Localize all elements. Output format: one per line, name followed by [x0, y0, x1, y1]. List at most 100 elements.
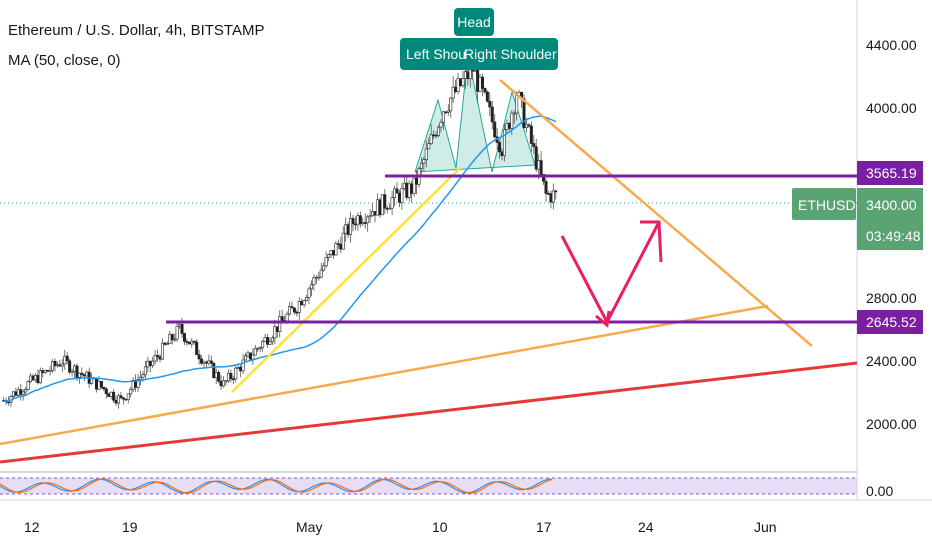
- candle-body: [507, 123, 511, 129]
- x-tick-24: 24: [638, 519, 654, 535]
- candle-body: [383, 194, 387, 209]
- candle-body: [400, 188, 404, 203]
- candle-body: [480, 76, 484, 89]
- candle-body: [200, 358, 204, 364]
- right-shoulder-label: Right Shoulder: [464, 46, 557, 62]
- candle-body: [419, 162, 423, 169]
- candle-body: [246, 352, 250, 357]
- candle-body: [173, 338, 177, 341]
- y-tick-2800: 2800.00: [866, 290, 917, 306]
- candle-body: [371, 211, 375, 217]
- candle-body: [395, 188, 399, 194]
- candle-body: [344, 224, 348, 234]
- candle-body: [432, 134, 436, 137]
- candle-body: [160, 342, 164, 360]
- candle-body: [185, 341, 189, 343]
- shoulder-labels: Left Shou Right Shoulder: [400, 38, 558, 70]
- candle-body: [422, 159, 426, 164]
- head-label: Head: [454, 8, 494, 36]
- candle-body: [554, 190, 558, 193]
- candle-body: [346, 224, 350, 235]
- candle-body: [505, 123, 509, 131]
- y-tick-2400: 2400.00: [866, 353, 917, 369]
- oscillator-zero-label: 0.00: [866, 483, 893, 499]
- candle-body: [327, 254, 331, 258]
- candle-body: [168, 334, 172, 344]
- candle-body: [14, 391, 18, 396]
- trendline-yellow[interactable]: [231, 167, 461, 393]
- chart-title: Ethereum / U.S. Dollar, 4h, BITSTAMP: [8, 22, 265, 39]
- candle-body: [363, 222, 367, 224]
- candle-body: [224, 380, 228, 383]
- candle-body: [97, 380, 101, 390]
- candle-body: [458, 78, 462, 86]
- price-axis: 4400.00 4000.00 2800.00 2400.00 2000.00: [856, 0, 917, 500]
- trendline-orange-descending[interactable]: [499, 79, 813, 347]
- candle-body: [109, 391, 113, 397]
- candle-body: [212, 362, 216, 379]
- candle-body: [73, 365, 77, 372]
- candle-body: [358, 215, 362, 225]
- oscillator-line-2: [0, 478, 553, 494]
- candle-body: [158, 356, 162, 360]
- candle-body: [95, 377, 99, 390]
- candle-body: [512, 112, 516, 115]
- candle-body: [390, 197, 394, 209]
- candle-body: [312, 277, 316, 285]
- candle-body: [207, 360, 211, 364]
- candle-body: [305, 297, 309, 301]
- level-badge-3565: 3565.19: [857, 161, 923, 185]
- candle-body: [148, 360, 152, 366]
- candle-body: [339, 243, 343, 250]
- candle-body: [331, 250, 335, 256]
- candle-body: [209, 360, 213, 364]
- candle-body: [126, 393, 130, 400]
- candle-body: [141, 374, 145, 378]
- candle-body: [368, 215, 372, 218]
- trendline-red[interactable]: [0, 361, 858, 464]
- candle-body: [26, 381, 30, 390]
- study-legend: MA (50, close, 0): [8, 52, 121, 69]
- candle-body: [510, 112, 514, 129]
- candle-body: [356, 215, 360, 226]
- current-price-value: 3400.00: [866, 197, 917, 213]
- candle-body: [124, 398, 128, 401]
- candle-body: [192, 340, 196, 343]
- candle-body: [251, 354, 255, 360]
- projection-arrow[interactable]: [560, 223, 660, 324]
- candle-body: [236, 366, 240, 369]
- x-tick-17: 17: [536, 519, 552, 535]
- candle-body: [33, 375, 37, 381]
- candle-body: [449, 97, 453, 112]
- candle-body: [38, 370, 42, 384]
- candle-body: [165, 343, 169, 345]
- candle-body: [490, 106, 494, 123]
- candle-body: [217, 372, 221, 382]
- candle-body: [170, 334, 174, 341]
- x-tick-12: 12: [24, 519, 40, 535]
- candle-body: [287, 306, 291, 315]
- trendline-orange-ascending[interactable]: [0, 304, 769, 446]
- candle-body: [275, 326, 279, 332]
- candle-body: [493, 121, 497, 138]
- y-tick-4000: 4000.00: [866, 100, 917, 116]
- candle-body: [226, 372, 230, 382]
- candle-body: [373, 211, 377, 216]
- candle-body: [456, 78, 460, 92]
- candle-body: [441, 111, 445, 123]
- candle-body: [539, 160, 543, 175]
- candle-body: [19, 389, 23, 395]
- candle-body: [182, 333, 186, 342]
- candle-body: [117, 395, 121, 404]
- candle-body: [136, 379, 140, 388]
- candle-body: [268, 341, 272, 345]
- candle-body: [114, 399, 118, 404]
- x-tick-may: May: [296, 519, 322, 535]
- candle-body: [522, 98, 526, 128]
- left-shoulder-label: Left Shou: [406, 46, 466, 62]
- candle-body: [300, 301, 304, 306]
- candle-body: [454, 86, 458, 92]
- candle-body: [178, 324, 182, 327]
- oscillator-line-1: [0, 478, 553, 494]
